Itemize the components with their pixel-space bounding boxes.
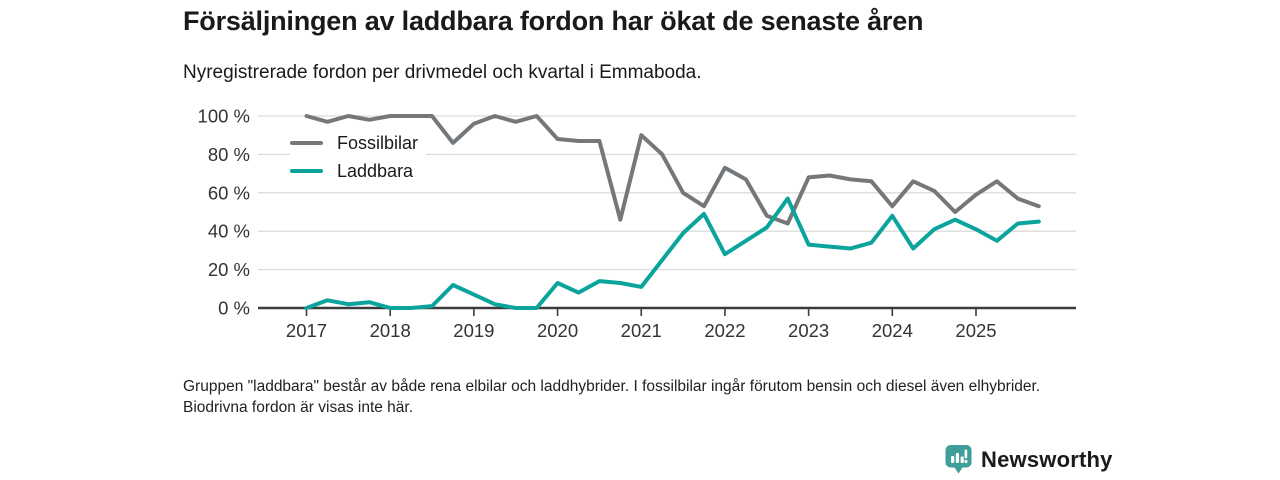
chart-legend: Fossilbilar Laddbara (290, 129, 427, 185)
newsworthy-logo-icon (945, 445, 972, 474)
series-line-laddbara (304, 196, 1041, 310)
x-axis-label: 2022 (704, 320, 745, 341)
x-axis-label: 2020 (537, 320, 578, 341)
y-axis-label: 0 % (218, 298, 250, 319)
x-axis-label: 2024 (872, 320, 913, 341)
chart-footnote: Gruppen "laddbara" består av både rena e… (183, 378, 1041, 416)
x-axis-label: 2017 (286, 320, 327, 341)
legend-label-laddbara: Laddbara (337, 160, 414, 181)
newsworthy-logo-text: Newsworthy (981, 446, 1113, 472)
legend-swatch-laddbara (290, 169, 323, 173)
legend-item-fossilbilar: Fossilbilar (290, 129, 427, 157)
y-axis-label: 80 % (208, 144, 250, 165)
y-axis-label: 60 % (208, 182, 250, 203)
x-axis-label: 2023 (788, 320, 829, 341)
legend-swatch-fossilbilar (290, 141, 323, 145)
x-axis-label: 2018 (370, 320, 411, 341)
chart-subtitle: Nyregistrerade fordon per drivmedel och … (183, 62, 702, 83)
y-axis-label: 20 % (208, 259, 250, 280)
x-axis-label: 2021 (621, 320, 662, 341)
x-axis-label: 2019 (453, 320, 494, 341)
x-axis-label: 2025 (955, 320, 996, 341)
legend-item-laddbara: Laddbara (290, 157, 427, 185)
newsworthy-logo: Newsworthy (944, 444, 1113, 475)
y-axis-label: 40 % (208, 221, 250, 242)
y-axis-label: 100 % (198, 106, 250, 127)
legend-label-fossilbilar: Fossilbilar (337, 132, 419, 153)
chart-title: Försäljningen av laddbara fordon har öka… (183, 6, 924, 36)
